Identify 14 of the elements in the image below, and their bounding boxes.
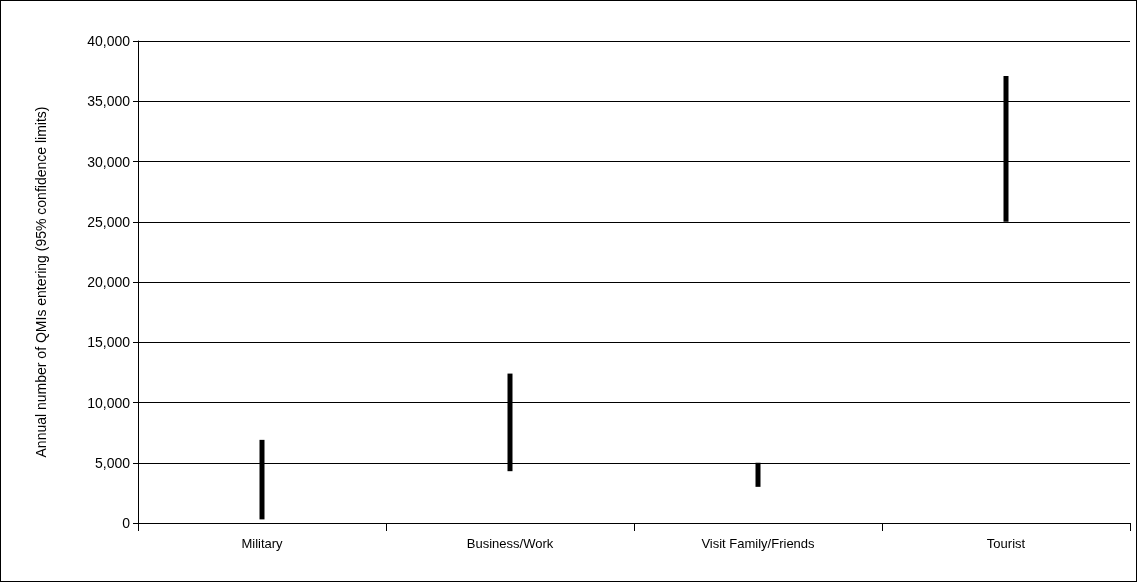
y-tick-label: 10,000 [87,394,131,411]
y-tick-label: 15,000 [87,334,131,351]
x-tick-label: Visit Family/Friends [701,536,816,551]
x-tick-label: Military [241,536,284,551]
y-tick-label: 30,000 [87,153,131,170]
y-tick-label: 40,000 [87,33,131,49]
y-tick-label: 0 [122,515,131,531]
y-tick-label: 35,000 [87,93,131,110]
y-axis-title: Annual number of QMIs entering (95% confidence limits) [33,106,49,458]
x-tick-label: Tourist [986,536,1026,551]
y-tick-label: 20,000 [87,274,131,290]
y-tick-label: 25,000 [87,213,131,230]
x-tick-label: Business/Work [466,536,554,551]
y-tick-label: 5,000 [94,454,131,471]
